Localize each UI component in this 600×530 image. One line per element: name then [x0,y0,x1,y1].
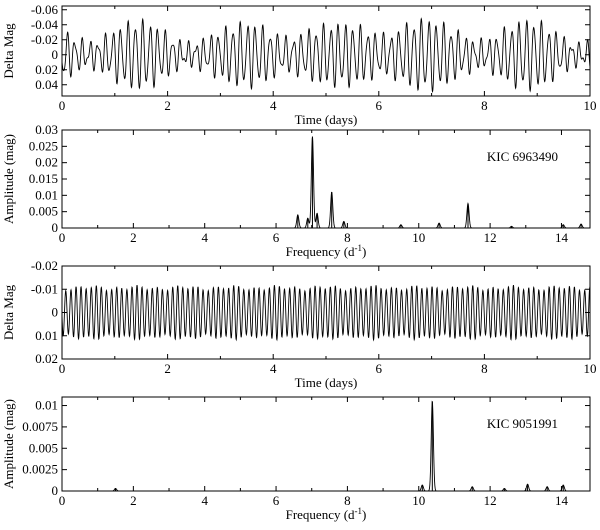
x-tick-label: 10 [412,230,425,245]
y-tick-label: -0.04 [31,17,59,32]
x-tick-label: 10 [584,361,597,376]
star-label: KIC 6963490 [487,149,558,164]
series-line-1 [62,17,590,93]
y-tick-label: -0.02 [31,32,58,47]
y-tick-label: 0.02 [35,351,58,366]
y-tick-label: 0.01 [35,328,58,343]
x-tick-label: 0 [59,98,66,113]
y-axis-label: Delta Mag [1,23,16,79]
x-axis-label: Frequency (d-1) [286,243,367,259]
y-tick-label: -0.06 [31,2,59,17]
x-tick-label: 10 [584,98,597,113]
y-tick-label: 0.02 [35,155,58,170]
x-tick-label: 2 [164,361,171,376]
x-tick-label: 4 [201,493,208,508]
x-tick-label: 4 [270,361,277,376]
y-axis-label: Delta Mag [1,284,16,340]
y-tick-label: 0.03 [35,122,58,137]
panel-4: 0 2 4 6 8 10 12 14 0 0.0025 0.005 0.0075 0.01 Frequen… [1,396,591,522]
x-tick-label: 8 [481,98,488,113]
y-tick-label: 0.0075 [22,419,58,434]
y-tick-label: 0 [52,483,59,498]
x-tick-label: 2 [130,493,137,508]
y-tick-label: 0.01 [35,398,58,413]
y-tick-label: -0.01 [31,281,58,296]
y-tick-label: 0.005 [29,204,58,219]
x-tick-label: 0 [59,361,66,376]
x-tick-label: 0 [59,230,66,245]
x-tick-label: 12 [484,230,497,245]
plot-frame [61,396,591,492]
y-tick-label: 0.025 [29,138,58,153]
plot-frame [61,129,591,229]
y-tick-label: 0.02 [35,62,58,77]
y-tick-label: 0 [52,220,59,235]
x-tick-label: 6 [376,361,383,376]
y-tick-label: 0.015 [29,171,58,186]
y-axis-label: Amplitude (mag) [1,134,16,224]
series-line-3 [62,284,590,342]
x-tick-label: 6 [273,230,280,245]
x-tick-label: 14 [555,230,569,245]
y-tick-label: 0.01 [35,187,58,202]
x-axis-label: Time (days) [295,112,358,127]
x-tick-label: 12 [484,493,497,508]
x-tick-label: 8 [344,493,351,508]
x-tick-label: 8 [344,230,351,245]
x-axis-label: Frequency (d-1) [286,506,367,522]
y-tick-label: 0 [52,47,59,62]
x-tick-label: 0 [59,493,66,508]
panel-3: 0 2 4 6 8 10 -0.02 -0.01 0 0.01 0.02 Time (days) Del… [1,258,597,390]
y-tick-label: 0 [52,305,59,320]
x-tick-label: 10 [412,493,425,508]
x-tick-label: 6 [273,493,280,508]
y-tick-label: 0.005 [29,440,58,455]
y-tick-label: 0.0025 [22,462,58,477]
x-tick-label: 2 [130,230,137,245]
x-tick-label: 8 [481,361,488,376]
y-tick-label: 0.04 [35,77,58,92]
y-tick-label: -0.02 [31,258,58,273]
star-label: KIC 9051991 [487,416,558,431]
x-tick-label: 6 [376,98,383,113]
x-tick-label: 14 [555,493,569,508]
x-tick-label: 2 [164,98,171,113]
x-tick-label: 4 [201,230,208,245]
x-tick-label: 4 [270,98,277,113]
y-axis-label: Amplitude (mag) [1,399,16,489]
x-axis-label: Time (days) [295,375,358,390]
